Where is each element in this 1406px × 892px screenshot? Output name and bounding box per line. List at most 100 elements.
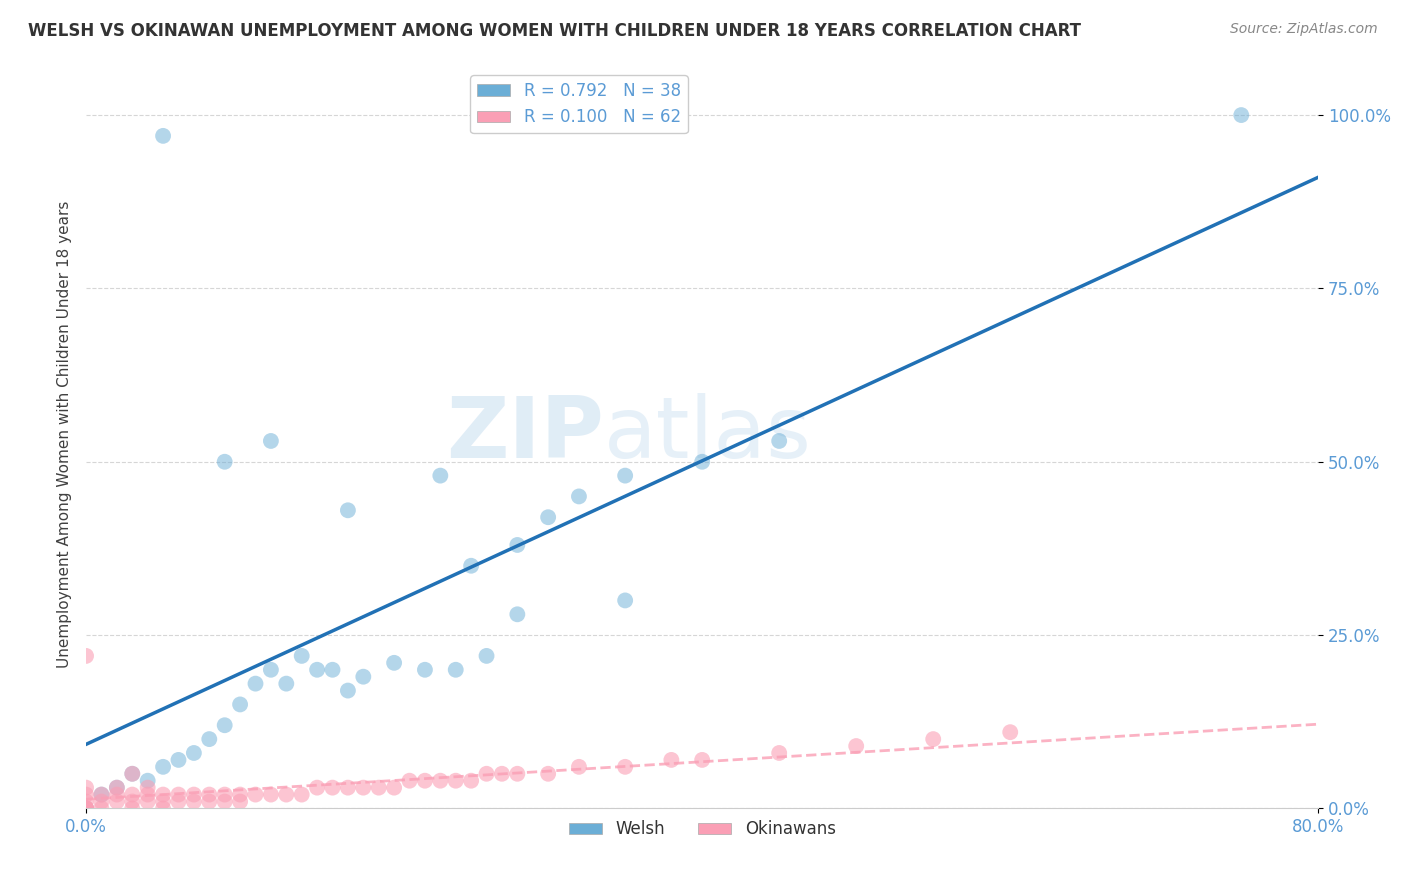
Point — [506, 766, 529, 780]
Y-axis label: Unemployment Among Women with Children Under 18 years: Unemployment Among Women with Children U… — [58, 201, 72, 668]
Point — [75, 801, 97, 815]
Point — [136, 773, 159, 788]
Point — [229, 795, 252, 809]
Point — [121, 795, 143, 809]
Point — [307, 663, 329, 677]
Point — [75, 801, 97, 815]
Point — [75, 801, 97, 815]
Point — [75, 648, 97, 663]
Point — [75, 801, 97, 815]
Point — [475, 648, 498, 663]
Point — [90, 788, 112, 802]
Legend: Welsh, Okinawans: Welsh, Okinawans — [562, 814, 842, 845]
Point — [352, 670, 374, 684]
Point — [413, 773, 436, 788]
Point — [845, 739, 868, 753]
Point — [136, 788, 159, 802]
Point — [245, 788, 267, 802]
Point — [260, 788, 283, 802]
Point — [398, 773, 420, 788]
Point — [321, 663, 343, 677]
Point — [568, 490, 591, 504]
Point — [1000, 725, 1022, 739]
Point — [75, 795, 97, 809]
Point — [506, 607, 529, 622]
Point — [460, 558, 482, 573]
Point — [198, 732, 221, 747]
Point — [690, 455, 713, 469]
Point — [768, 434, 790, 448]
Point — [506, 538, 529, 552]
Point — [614, 760, 637, 774]
Point — [614, 593, 637, 607]
Point — [382, 656, 405, 670]
Point — [768, 746, 790, 760]
Point — [276, 788, 298, 802]
Point — [152, 128, 174, 143]
Point — [568, 760, 591, 774]
Point — [229, 788, 252, 802]
Text: Source: ZipAtlas.com: Source: ZipAtlas.com — [1230, 22, 1378, 37]
Point — [444, 773, 467, 788]
Text: ZIP: ZIP — [446, 392, 603, 475]
Point — [260, 434, 283, 448]
Point — [90, 795, 112, 809]
Point — [614, 468, 637, 483]
Point — [661, 753, 683, 767]
Point — [260, 663, 283, 677]
Point — [136, 795, 159, 809]
Point — [183, 795, 205, 809]
Point — [90, 801, 112, 815]
Point — [105, 780, 128, 795]
Point — [307, 780, 329, 795]
Point — [460, 773, 482, 788]
Point — [167, 788, 190, 802]
Point — [105, 780, 128, 795]
Point — [382, 780, 405, 795]
Point — [214, 788, 236, 802]
Point — [121, 766, 143, 780]
Point — [152, 795, 174, 809]
Point — [475, 766, 498, 780]
Point — [537, 766, 560, 780]
Text: WELSH VS OKINAWAN UNEMPLOYMENT AMONG WOMEN WITH CHILDREN UNDER 18 YEARS CORRELAT: WELSH VS OKINAWAN UNEMPLOYMENT AMONG WOM… — [28, 22, 1081, 40]
Point — [429, 468, 451, 483]
Point — [75, 801, 97, 815]
Point — [214, 795, 236, 809]
Point — [922, 732, 945, 747]
Point — [136, 780, 159, 795]
Point — [214, 718, 236, 732]
Point — [336, 503, 359, 517]
Point — [229, 698, 252, 712]
Point — [336, 683, 359, 698]
Point — [75, 780, 97, 795]
Point — [291, 648, 314, 663]
Point — [198, 795, 221, 809]
Point — [413, 663, 436, 677]
Point — [152, 760, 174, 774]
Point — [90, 788, 112, 802]
Point — [121, 801, 143, 815]
Point — [121, 766, 143, 780]
Point — [429, 773, 451, 788]
Point — [321, 780, 343, 795]
Point — [537, 510, 560, 524]
Point — [121, 788, 143, 802]
Point — [105, 795, 128, 809]
Text: atlas: atlas — [603, 392, 811, 475]
Point — [214, 455, 236, 469]
Point — [183, 788, 205, 802]
Point — [1230, 108, 1253, 122]
Point — [491, 766, 513, 780]
Point — [198, 788, 221, 802]
Point — [276, 676, 298, 690]
Point — [352, 780, 374, 795]
Point — [75, 801, 97, 815]
Point — [291, 788, 314, 802]
Point — [690, 753, 713, 767]
Point — [183, 746, 205, 760]
Point — [245, 676, 267, 690]
Point — [75, 788, 97, 802]
Point — [167, 795, 190, 809]
Point — [152, 801, 174, 815]
